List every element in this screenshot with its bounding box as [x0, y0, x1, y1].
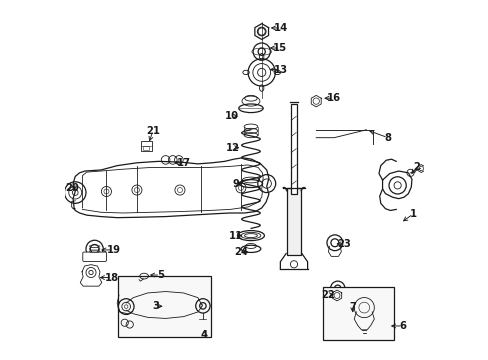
Bar — [290, 104, 296, 194]
Text: 10: 10 — [224, 111, 239, 121]
Text: 19: 19 — [106, 245, 121, 255]
Text: 23: 23 — [337, 239, 350, 249]
Text: 4: 4 — [201, 330, 207, 340]
Text: 22: 22 — [320, 290, 334, 300]
Text: 12: 12 — [225, 143, 240, 153]
Text: 17: 17 — [176, 158, 190, 168]
Text: 11: 11 — [228, 231, 243, 240]
Text: 7: 7 — [348, 302, 356, 312]
Text: 6: 6 — [399, 321, 406, 331]
Text: 3: 3 — [152, 301, 159, 311]
Bar — [140, 141, 152, 151]
Text: 8: 8 — [384, 133, 390, 143]
Text: 5: 5 — [157, 270, 163, 280]
Text: 1: 1 — [408, 209, 416, 219]
Text: 24: 24 — [233, 247, 247, 257]
Text: 15: 15 — [273, 43, 287, 53]
Text: 13: 13 — [273, 64, 287, 75]
Text: 21: 21 — [146, 126, 160, 135]
Text: 20: 20 — [64, 183, 79, 193]
FancyBboxPatch shape — [82, 252, 106, 261]
Text: 18: 18 — [104, 273, 119, 283]
Bar — [118, 276, 210, 337]
Bar — [322, 287, 394, 339]
Bar — [286, 188, 301, 255]
Bar — [143, 146, 149, 150]
Text: 16: 16 — [325, 93, 340, 103]
Text: 2: 2 — [412, 162, 419, 172]
FancyBboxPatch shape — [326, 292, 348, 300]
Text: 9: 9 — [232, 179, 239, 189]
Text: 14: 14 — [273, 23, 287, 33]
